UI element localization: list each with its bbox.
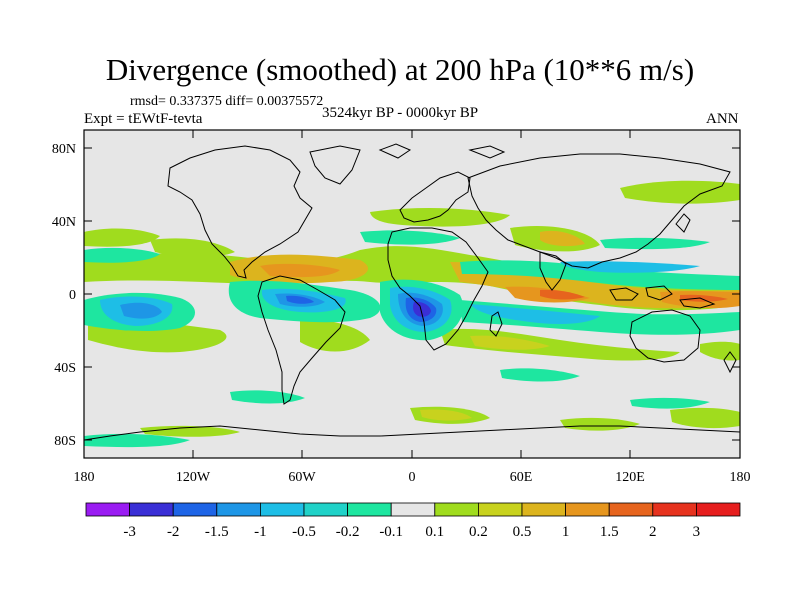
period-label: 3524kyr BP - 0000kyr BP bbox=[322, 105, 479, 121]
patch-pos-16 bbox=[140, 425, 240, 437]
band-pos-08 bbox=[680, 294, 728, 302]
patch-pos-11 bbox=[700, 341, 740, 361]
lon-label-60w: 60W bbox=[288, 470, 316, 485]
colorbar-label-12: 2 bbox=[649, 524, 657, 540]
patch-pos-03 bbox=[540, 230, 585, 247]
coast-indonesia bbox=[609, 285, 716, 309]
band-neg-15 bbox=[460, 260, 740, 290]
colorbar-swatch-12 bbox=[608, 502, 654, 517]
colorbar-swatch-9 bbox=[477, 502, 523, 517]
lat-label-80s: 80S bbox=[54, 434, 76, 449]
colorbar-label-10: 1 bbox=[562, 524, 570, 540]
colorbar-swatch-14 bbox=[696, 502, 741, 517]
band-pos-07 bbox=[540, 289, 585, 300]
coast-europe bbox=[399, 171, 471, 223]
band-neg-13 bbox=[460, 300, 740, 335]
patch-neg-23 bbox=[630, 397, 710, 409]
lat-label-eq: 0 bbox=[69, 288, 76, 303]
patch-pos-13 bbox=[420, 409, 472, 421]
coast-new-zealand bbox=[723, 351, 737, 374]
band-neg-18 bbox=[360, 230, 460, 245]
lon-ticks bbox=[192, 130, 631, 458]
colorbar-swatch-0 bbox=[85, 502, 130, 517]
colorbar-label-7: 0.1 bbox=[425, 524, 444, 540]
coast-india bbox=[539, 251, 567, 291]
band-neg-16 bbox=[560, 261, 700, 273]
colorbar-swatch-2 bbox=[172, 502, 218, 517]
patch-pos-14 bbox=[670, 407, 740, 429]
colorbar-label-11: 1.5 bbox=[600, 524, 619, 540]
patch-neg-22 bbox=[84, 433, 190, 448]
colorbar-swatch-3 bbox=[216, 502, 261, 517]
lon-label-120e: 120E bbox=[615, 470, 645, 485]
colorbar-swatch-5 bbox=[303, 502, 348, 517]
lat-label-40s: 40S bbox=[54, 361, 76, 376]
coast-north-america bbox=[167, 145, 313, 279]
coast-asia bbox=[467, 153, 731, 269]
colorbar-swatch-4 bbox=[259, 502, 305, 517]
patch-pos-06 bbox=[150, 238, 235, 258]
lon-label-180e: 180 bbox=[730, 470, 751, 485]
colorbar-label-2: -1.5 bbox=[205, 524, 229, 540]
band-neg-03 bbox=[120, 302, 162, 319]
season-label: ANN bbox=[706, 111, 739, 127]
colorbar-swatch-6 bbox=[347, 502, 392, 517]
patch-pos-15 bbox=[560, 417, 640, 431]
colorbar-swatch-11 bbox=[565, 502, 610, 517]
colorbar-label-4: -0.5 bbox=[292, 524, 316, 540]
lon-label-0: 0 bbox=[409, 470, 416, 485]
map-field bbox=[84, 130, 740, 458]
colorbar: -3 -2 -1.5 -1 -0.5 -0.2 -0.1 0.1 0.2 0.5 1 1.5 2 3 bbox=[85, 502, 741, 540]
colorbar-label-8: 0.2 bbox=[469, 524, 488, 540]
coast-africa bbox=[387, 227, 489, 351]
lat-label-80n: 80N bbox=[52, 142, 76, 157]
coast-madagascar bbox=[489, 311, 503, 337]
colorbar-swatch-13 bbox=[652, 502, 697, 517]
lat-label-40n: 40N bbox=[52, 215, 76, 230]
colorbar-swatch-10 bbox=[521, 502, 566, 517]
band-neg-12 bbox=[413, 301, 431, 317]
coast-antarctica bbox=[84, 425, 740, 441]
band-neg-14 bbox=[470, 304, 600, 324]
patch-neg-20 bbox=[500, 368, 580, 382]
band-neg-19 bbox=[600, 237, 710, 250]
patch-pos-01 bbox=[370, 208, 510, 227]
patch-pos-10 bbox=[470, 335, 550, 350]
colorbar-label-9: 0.5 bbox=[513, 524, 532, 540]
patch-pos-04 bbox=[620, 180, 740, 204]
colorbar-label-0: -3 bbox=[123, 524, 136, 540]
lon-label-180w: 180 bbox=[74, 470, 95, 485]
colorbar-label-3: -1 bbox=[254, 524, 267, 540]
patch-pos-05 bbox=[84, 228, 160, 247]
colorbar-label-5: -0.2 bbox=[336, 524, 360, 540]
patch-neg-21 bbox=[230, 390, 305, 404]
coast-australia bbox=[629, 309, 701, 363]
lon-label-120w: 120W bbox=[176, 470, 211, 485]
coast-south-america bbox=[257, 275, 346, 405]
band-pos-03 bbox=[260, 263, 340, 278]
band-neg-07 bbox=[286, 295, 314, 304]
colorbar-swatch-7 bbox=[390, 502, 436, 517]
experiment-label: Expt = tEWtF-tevta bbox=[84, 111, 203, 127]
stats-text: rmsd= 0.337375 diff= 0.00375572 bbox=[130, 94, 324, 109]
coast-greenland bbox=[309, 145, 361, 185]
coast-japan bbox=[675, 213, 691, 233]
lat-ticks bbox=[84, 147, 740, 441]
band-neg-17 bbox=[84, 247, 160, 263]
coast-arctic-islands bbox=[378, 143, 506, 159]
colorbar-swatch-8 bbox=[434, 502, 479, 517]
colorbar-swatch-1 bbox=[129, 502, 174, 517]
colorbar-label-6: -0.1 bbox=[379, 524, 403, 540]
colorbar-label-1: -2 bbox=[167, 524, 180, 540]
coastlines bbox=[84, 143, 740, 441]
map-title: Divergence (smoothed) at 200 hPa (10**6 … bbox=[105, 52, 695, 87]
colorbar-label-13: 3 bbox=[693, 524, 701, 540]
patch-pos-08 bbox=[300, 319, 370, 352]
lon-label-60e: 60E bbox=[510, 470, 533, 485]
